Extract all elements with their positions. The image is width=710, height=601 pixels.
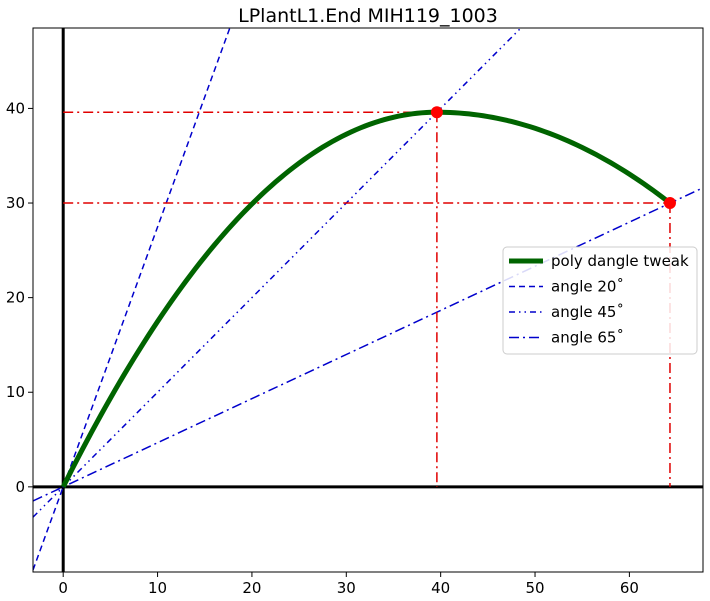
- x-tick-label: 50: [525, 579, 544, 597]
- x-tick-label: 30: [337, 579, 356, 597]
- marker-point-2: [663, 197, 676, 210]
- x-tick-label: 60: [620, 579, 639, 597]
- y-tick-label: 0: [15, 478, 25, 496]
- legend-label-3: angle 45˚: [551, 303, 624, 321]
- series-line-poly-dangle-tweak: [60, 109, 669, 488]
- x-tick-label: 10: [148, 579, 167, 597]
- x-tick-label: 0: [58, 579, 68, 597]
- x-tick-label: 40: [431, 579, 450, 597]
- y-tick-label: 10: [6, 383, 25, 401]
- y-tick-label: 30: [6, 194, 25, 212]
- series-line-angle-2: [33, 28, 522, 518]
- marker-point-1: [430, 106, 443, 119]
- series-line-angle-3: [33, 187, 703, 502]
- legend-label-4: angle 65˚: [551, 329, 624, 347]
- x-tick-label: 20: [242, 579, 261, 597]
- y-tick-label: 20: [6, 289, 25, 307]
- chart-title: LPlantL1.End MIH119_1003: [238, 5, 498, 27]
- legend-label-2: angle 20˚: [551, 278, 624, 296]
- legend: poly dangle tweak angle 20˚ angle 45˚ angle…: [502, 246, 698, 355]
- axis-ticks: 0 10 20 30 40 50 60 0 10 20 30 40: [6, 99, 639, 597]
- plot-frame: [32, 27, 704, 573]
- y-tick-label: 40: [6, 99, 25, 117]
- legend-label-1: poly dangle tweak: [551, 252, 689, 270]
- legend-box: [502, 246, 698, 355]
